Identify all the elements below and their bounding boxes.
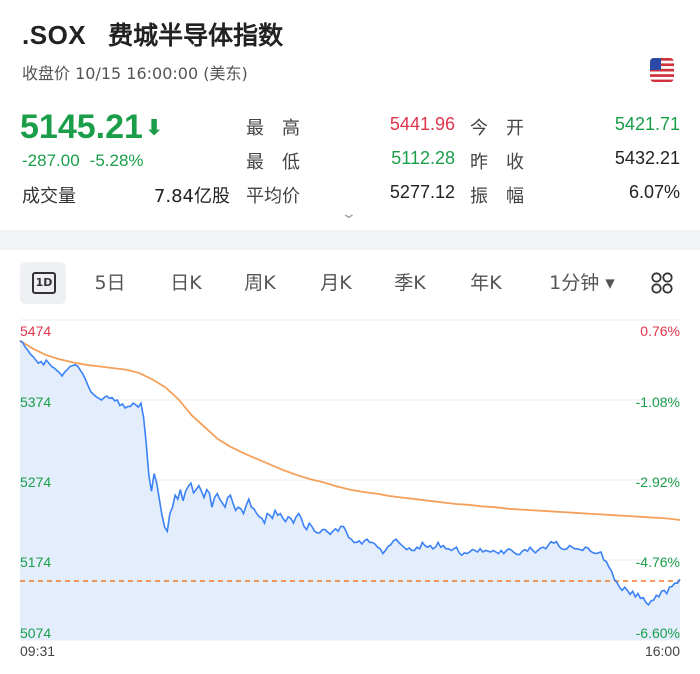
- x-tick-end: 16:00: [644, 643, 680, 659]
- us-flag-icon[interactable]: [650, 58, 674, 82]
- change-percent: -5.28%: [89, 151, 144, 170]
- amplitude-label: 振 幅: [470, 186, 524, 207]
- avg-price-value: 5277.12: [389, 182, 455, 202]
- x-tick-start: 09:31: [20, 643, 56, 659]
- amplitude-value: 6.07%: [628, 182, 680, 202]
- volume-label: 成交量: [22, 186, 76, 207]
- tab-weekly-k[interactable]: 周K: [244, 272, 276, 294]
- intraday-chart[interactable]: 5474 5374 5274 5174 5074 0.76% -1.08% -2…: [0, 310, 700, 669]
- last-price-value: 5145.21: [20, 108, 143, 146]
- open-value: 5421.71: [614, 114, 680, 134]
- tab-monthly-k[interactable]: 月K: [320, 272, 352, 294]
- last-price: 5145.21 ⬇: [20, 108, 163, 147]
- tab-5d[interactable]: 5日: [94, 272, 126, 294]
- y-tick-left: 5474: [20, 323, 52, 339]
- y-tick-left: 5174: [20, 554, 52, 570]
- high-label: 最 高: [246, 118, 300, 139]
- tab-1d-icon: 1D: [32, 272, 56, 294]
- tab-1d[interactable]: 1D: [20, 262, 66, 304]
- tab-1min-dropdown[interactable]: 1分钟 ▾: [549, 272, 615, 294]
- section-divider: [0, 230, 700, 250]
- price-change: -287.00 -5.28%: [22, 151, 144, 171]
- low-label: 最 低: [246, 152, 300, 173]
- series-price-line: [19, 340, 681, 607]
- grid-icon[interactable]: [650, 271, 674, 295]
- expand-chevron-icon[interactable]: ⌄: [340, 205, 358, 221]
- period-tabs: 1D 5日 日K 周K 月K 季K 年K 1分钟 ▾: [0, 262, 700, 308]
- y-tick-right: -1.08%: [635, 394, 680, 410]
- y-tick-left: 5374: [20, 394, 52, 410]
- tab-yearly-k[interactable]: 年K: [470, 272, 502, 294]
- ticker-symbol: .SOX: [22, 20, 87, 50]
- chart-canvas[interactable]: [0, 310, 700, 669]
- y-tick-right: -2.92%: [635, 474, 680, 490]
- y-tick-left: 5274: [20, 474, 52, 490]
- price-area-fill: [20, 340, 680, 640]
- title-row: .SOX 费城半导体指数: [22, 16, 283, 52]
- prev-close-label: 昨 收: [470, 152, 524, 173]
- low-value: 5112.28: [391, 148, 455, 168]
- market-status: 收盘价 10/15 16:00:00 (美东): [22, 64, 248, 83]
- series-avg-line: [19, 340, 681, 521]
- avg-price-label: 平均价: [246, 186, 300, 207]
- tab-daily-k[interactable]: 日K: [170, 272, 202, 294]
- y-tick-left: 5074: [20, 625, 52, 641]
- open-label: 今 开: [470, 118, 524, 139]
- high-value: 5441.96: [389, 114, 455, 134]
- prev-close-value: 5432.21: [614, 148, 680, 168]
- change-value: -287.00: [22, 151, 80, 170]
- quote-header: .SOX 费城半导体指数 收盘价 10/15 16:00:00 (美东) 514…: [0, 0, 700, 230]
- y-tick-right: 0.76%: [640, 323, 680, 339]
- tab-quarterly-k[interactable]: 季K: [394, 272, 426, 294]
- y-tick-right: -6.60%: [635, 625, 680, 641]
- volume-value: 7.84亿股: [153, 186, 230, 207]
- y-tick-right: -4.76%: [635, 554, 680, 570]
- index-name: 费城半导体指数: [108, 21, 284, 50]
- down-arrow-icon: ⬇: [144, 114, 164, 140]
